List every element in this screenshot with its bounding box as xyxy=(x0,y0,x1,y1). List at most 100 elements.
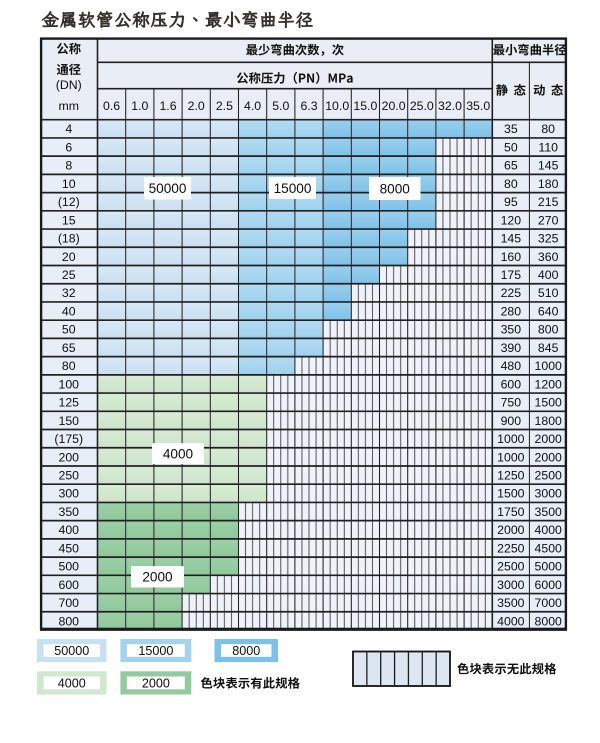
svg-text:15.0: 15.0 xyxy=(353,99,377,113)
svg-text:510: 510 xyxy=(538,286,559,300)
svg-text:50000: 50000 xyxy=(54,644,89,658)
svg-text:390: 390 xyxy=(501,341,522,355)
svg-text:480: 480 xyxy=(501,359,522,373)
svg-text:4.0: 4.0 xyxy=(244,99,261,113)
svg-text:4500: 4500 xyxy=(535,541,563,555)
svg-text:8: 8 xyxy=(65,159,72,173)
svg-text:600: 600 xyxy=(58,578,79,592)
svg-text:2000: 2000 xyxy=(142,570,173,585)
svg-text:80: 80 xyxy=(62,359,76,373)
svg-text:200: 200 xyxy=(58,450,79,464)
svg-text:(18): (18) xyxy=(58,232,80,246)
svg-text:2000: 2000 xyxy=(535,450,563,464)
svg-text:4000: 4000 xyxy=(163,446,194,461)
svg-text:8000: 8000 xyxy=(535,614,563,628)
svg-text:3000: 3000 xyxy=(497,578,525,592)
svg-text:400: 400 xyxy=(58,523,79,537)
svg-text:800: 800 xyxy=(538,323,559,337)
svg-text:20.0: 20.0 xyxy=(382,99,406,113)
svg-text:2500: 2500 xyxy=(497,560,525,574)
svg-text:1000: 1000 xyxy=(497,432,525,446)
svg-text:700: 700 xyxy=(58,596,79,610)
svg-text:160: 160 xyxy=(501,250,522,264)
svg-text:2500: 2500 xyxy=(535,468,563,482)
svg-text:900: 900 xyxy=(501,414,522,428)
svg-text:600: 600 xyxy=(501,377,522,391)
svg-text:4000: 4000 xyxy=(497,614,525,628)
svg-text:15000: 15000 xyxy=(274,181,312,196)
svg-text:65: 65 xyxy=(504,159,518,173)
svg-text:35: 35 xyxy=(504,122,518,136)
svg-text:800: 800 xyxy=(58,614,79,628)
svg-text:25.0: 25.0 xyxy=(410,99,434,113)
svg-text:50: 50 xyxy=(62,323,76,337)
svg-text:2.0: 2.0 xyxy=(188,99,205,113)
svg-text:180: 180 xyxy=(538,177,559,191)
svg-text:80: 80 xyxy=(541,122,555,136)
svg-text:270: 270 xyxy=(538,213,559,227)
svg-text:8000: 8000 xyxy=(380,181,411,196)
svg-text:50: 50 xyxy=(504,140,518,154)
svg-text:1500: 1500 xyxy=(535,396,563,410)
svg-text:175: 175 xyxy=(501,268,522,282)
svg-text:500: 500 xyxy=(58,560,79,574)
svg-text:2000: 2000 xyxy=(142,677,170,691)
svg-text:400: 400 xyxy=(538,268,559,282)
svg-text:95: 95 xyxy=(504,195,518,209)
svg-text:145: 145 xyxy=(538,159,559,173)
svg-text:32.0: 32.0 xyxy=(438,99,462,113)
svg-text:32: 32 xyxy=(62,286,76,300)
svg-text:350: 350 xyxy=(501,323,522,337)
svg-text:640: 640 xyxy=(538,304,559,318)
svg-text:4000: 4000 xyxy=(58,677,86,691)
svg-text:1000: 1000 xyxy=(497,450,525,464)
svg-text:7000: 7000 xyxy=(535,596,563,610)
svg-text:280: 280 xyxy=(501,304,522,318)
svg-text:3000: 3000 xyxy=(535,487,563,501)
svg-text:4: 4 xyxy=(65,122,72,136)
svg-text:845: 845 xyxy=(538,341,559,355)
svg-text:1.6: 1.6 xyxy=(159,99,176,113)
svg-text:150: 150 xyxy=(58,414,79,428)
svg-text:145: 145 xyxy=(501,232,522,246)
svg-text:50000: 50000 xyxy=(149,181,187,196)
svg-text:100: 100 xyxy=(58,377,79,391)
svg-text:mm: mm xyxy=(59,99,80,113)
svg-text:750: 750 xyxy=(501,396,522,410)
svg-text:8000: 8000 xyxy=(232,644,260,658)
svg-text:1.0: 1.0 xyxy=(131,99,148,113)
svg-text:1000: 1000 xyxy=(535,359,563,373)
svg-text:5.0: 5.0 xyxy=(272,99,289,113)
svg-text:120: 120 xyxy=(501,213,522,227)
svg-text:2250: 2250 xyxy=(497,541,525,555)
svg-text:10.0: 10.0 xyxy=(325,99,349,113)
svg-text:25: 25 xyxy=(62,268,76,282)
svg-text:360: 360 xyxy=(538,250,559,264)
svg-text:1500: 1500 xyxy=(497,487,525,501)
svg-text:15: 15 xyxy=(62,213,76,227)
svg-text:350: 350 xyxy=(58,505,79,519)
svg-text:(DN): (DN) xyxy=(56,78,82,92)
svg-text:3500: 3500 xyxy=(497,596,525,610)
svg-text:1250: 1250 xyxy=(497,468,525,482)
svg-text:4000: 4000 xyxy=(535,523,563,537)
svg-text:250: 250 xyxy=(58,468,79,482)
svg-text:5000: 5000 xyxy=(535,560,563,574)
svg-text:225: 225 xyxy=(501,286,522,300)
svg-text:6000: 6000 xyxy=(535,578,563,592)
svg-text:2000: 2000 xyxy=(497,523,525,537)
svg-text:1200: 1200 xyxy=(535,377,563,391)
svg-text:125: 125 xyxy=(58,396,79,410)
svg-text:6: 6 xyxy=(65,140,72,154)
svg-text:(12): (12) xyxy=(58,195,80,209)
svg-text:0.6: 0.6 xyxy=(103,99,120,113)
svg-text:110: 110 xyxy=(538,140,558,154)
svg-text:450: 450 xyxy=(58,541,79,555)
svg-text:215: 215 xyxy=(538,195,559,209)
svg-text:3500: 3500 xyxy=(535,505,563,519)
svg-text:6.3: 6.3 xyxy=(300,99,317,113)
svg-text:10: 10 xyxy=(62,177,76,191)
svg-text:(175): (175) xyxy=(54,432,83,446)
svg-text:15000: 15000 xyxy=(138,644,173,658)
svg-text:325: 325 xyxy=(538,232,559,246)
